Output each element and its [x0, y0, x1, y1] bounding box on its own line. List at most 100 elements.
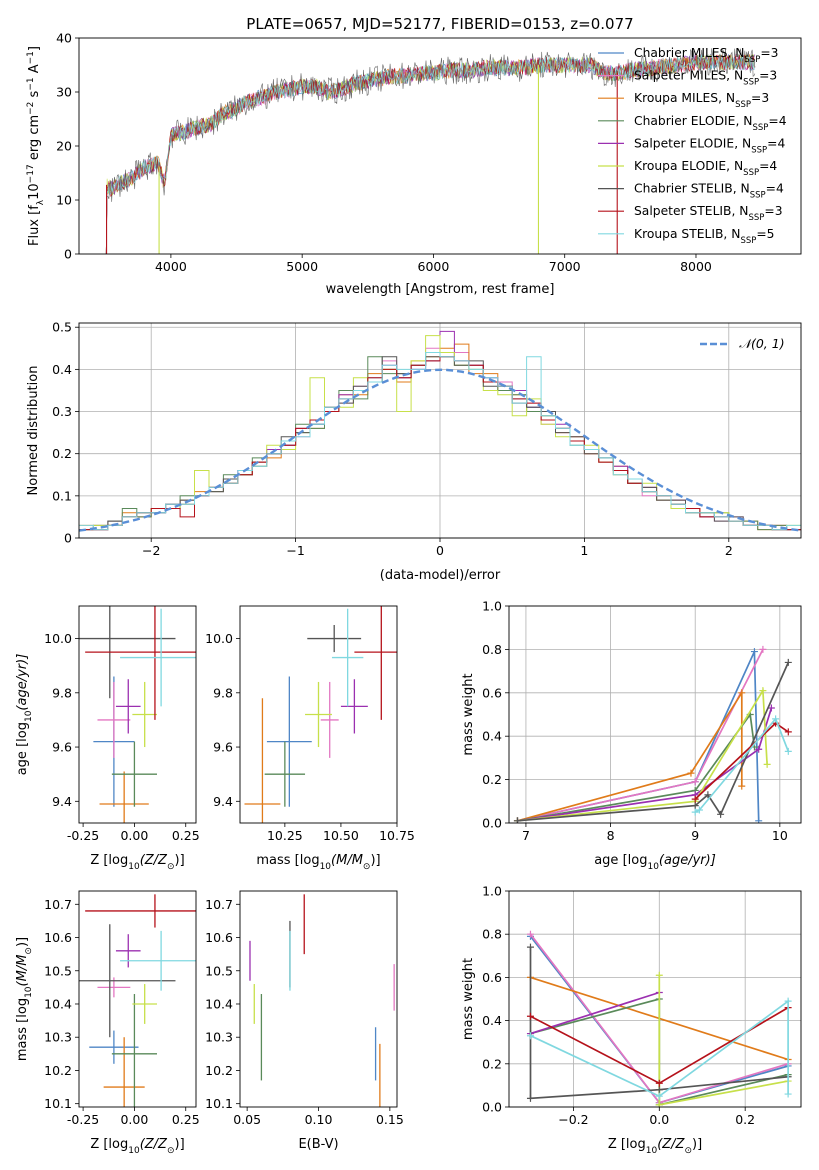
legend-label: Salpeter STELIB, N: [634, 204, 749, 218]
legend-entry: Chabrier ELODIE, NSSP=4: [634, 114, 787, 133]
x-axis-label-part: age [log: [594, 853, 647, 868]
axes-frame: [78, 605, 197, 824]
weight-marker: [691, 808, 699, 816]
weight-marker: [687, 769, 695, 777]
y-axis-label: mass weight: [461, 958, 476, 1040]
y-tick-label: 0: [64, 531, 72, 546]
y-tick-label: 10.3: [44, 1030, 72, 1045]
x-tick-label: 4000: [155, 259, 187, 274]
legend-label: Salpeter MILES, N: [634, 69, 743, 83]
y-axis-label-part: (age/yr)]: [15, 654, 30, 711]
weight-marker: [513, 817, 521, 823]
legend-entry: Salpeter ELODIE, NSSP=4: [634, 136, 785, 155]
y-axis-label-part: 10: [24, 986, 34, 998]
y-axis-label-part: ]: [27, 46, 42, 51]
errorbars: [79, 894, 196, 1107]
errorbars: [249, 894, 395, 1107]
weight-marker: [759, 687, 767, 695]
legend-label: Chabrier MILES, N: [634, 46, 744, 60]
x-axis-label-part: )]: [692, 1137, 702, 1152]
x-tick-label: 0.0: [649, 1112, 669, 1127]
legend-label: Chabrier ELODIE, N: [634, 114, 752, 128]
x-tick-label: 10.75: [379, 828, 415, 843]
x-axis-label: age [log10(age/yr)]: [594, 853, 716, 872]
errorbars: [244, 606, 397, 823]
x-axis-label-part: 10: [320, 862, 332, 872]
y-tick-label: 10.4: [205, 996, 233, 1011]
y-tick-label: 9.4: [213, 794, 233, 809]
x-tick-label: 5000: [286, 259, 318, 274]
x-axis-label: E(B-V): [298, 1137, 338, 1152]
y-axis-label-part: A: [27, 64, 42, 77]
y-tick-label: 0.2: [482, 1056, 502, 1071]
x-axis-label-part: ⊙: [684, 1146, 692, 1156]
age-vs-metallicity-panel: -0.25 0.00 0.259.49.69.810.0Z [log10(Z/Z⊙)…: [15, 605, 200, 872]
weight-marker: [738, 689, 746, 697]
weight-lines: [526, 930, 792, 1107]
x-tick-label: 0.25: [172, 1112, 200, 1127]
weight-line-chabrier-elodie: [517, 712, 756, 822]
x-axis-label-part: Z [log: [90, 853, 128, 868]
weight-marker: [763, 760, 771, 768]
y-tick-label: 10.2: [44, 1063, 72, 1078]
x-axis-label-part: ⊙: [167, 862, 175, 872]
y-tick-label: 10.6: [44, 930, 72, 945]
x-axis-label: Z [log10(Z/Z⊙)]: [608, 1137, 702, 1156]
y-tick-label: 9.6: [213, 740, 233, 755]
weight-marker: [784, 728, 792, 736]
y-tick-label: 0.6: [482, 970, 502, 985]
y-tick-label: 10: [56, 193, 72, 208]
weight-marker: [784, 658, 792, 666]
y-tick-label: 0.2: [52, 446, 72, 461]
x-tick-label: 7000: [549, 259, 581, 274]
x-tick-label: 2: [725, 543, 733, 558]
spectrum-line-salpeter-elodie: [105, 54, 756, 254]
weight-line-kroupa-elodie: [517, 687, 768, 822]
y-axis-label-part: erg cm: [27, 115, 42, 164]
x-tick-label: 0.2: [735, 1112, 755, 1127]
legend-entry: Chabrier STELIB, NSSP=4: [634, 182, 784, 201]
y-tick-label: 0.5: [52, 320, 72, 335]
y-tick-label: 10.1: [44, 1096, 72, 1111]
legend-value: =4: [768, 114, 786, 128]
legend-entry: Salpeter STELIB, NSSP=3: [634, 204, 783, 223]
y-axis-label-part: age [log: [15, 722, 30, 775]
x-tick-label: 0.05: [233, 1112, 261, 1127]
y-axis-label-part: 10: [24, 710, 34, 722]
y-axis-label-part: −1: [26, 51, 36, 64]
y-tick-label: 1.0: [482, 599, 502, 614]
legend-value: =4: [766, 182, 784, 196]
y-axis-label: age [log10(age/yr)]: [15, 654, 34, 776]
y-axis-label-part: −1: [26, 77, 36, 90]
y-axis-label-part: Flux [f: [27, 205, 42, 246]
weight-line-kroupa-stelib: [694, 717, 790, 813]
weight-marker: [772, 715, 780, 723]
weight-marker: [755, 817, 763, 823]
axes-frame: [508, 890, 802, 1108]
legend-label: Kroupa MILES, N: [634, 91, 735, 105]
y-tick-label: 30: [56, 85, 72, 100]
legend-sub: SSP: [751, 145, 767, 155]
spectrum-line-chabrier-stelib: [105, 48, 756, 254]
residual-histogram-panel: −2 −1 0 1 2 0 0.1 0.2 0.3 0.4 0.5 (data-model)/erro…: [26, 320, 802, 583]
y-tick-label: 10.7: [205, 897, 233, 912]
y-tick-label: 0.6: [482, 685, 502, 700]
legend-value: =3: [751, 91, 769, 105]
y-axis-label-part: 10: [27, 183, 42, 200]
y-tick-label: 10.0: [44, 631, 72, 646]
spectrum-line-salpeter-stelib: [105, 54, 756, 254]
weight-marker: [738, 782, 746, 790]
x-axis-label-part: mass [log: [256, 853, 319, 868]
y-tick-label: 0.0: [482, 1100, 502, 1115]
x-tick-label: 0.00: [120, 1112, 148, 1127]
legend-sub: SSP: [750, 191, 766, 201]
y-tick-label: 9.8: [213, 685, 233, 700]
legend-label: Salpeter ELODIE, N: [634, 136, 751, 150]
x-axis-label-part: 10: [647, 862, 659, 872]
y-axis-label-part: −2: [26, 102, 36, 115]
y-tick-label: 20: [56, 139, 72, 154]
y-tick-label: 0.4: [482, 729, 502, 744]
weight-marker: [750, 648, 758, 656]
